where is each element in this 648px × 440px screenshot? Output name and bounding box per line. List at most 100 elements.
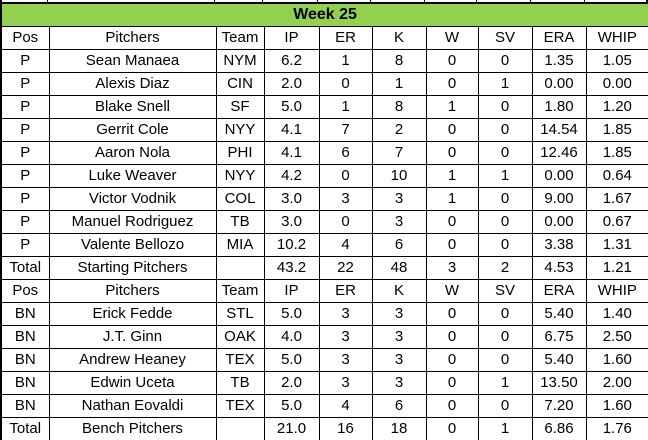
column-header-team[interactable]: Team	[215, 279, 265, 303]
cell-whip[interactable]: 1.67	[585, 187, 648, 211]
cell-er[interactable]: 1	[318, 95, 373, 119]
cell-whip[interactable]: 1.85	[585, 118, 648, 142]
cell-pos[interactable]: P	[0, 72, 50, 96]
cell-w[interactable]: 0	[425, 233, 479, 257]
cell-era[interactable]: 0.00	[531, 72, 587, 96]
cell-w[interactable]: 0	[425, 371, 479, 395]
cell-whip[interactable]: 0.64	[585, 164, 648, 188]
cell-er[interactable]: 7	[318, 118, 373, 142]
cell-pos[interactable]: BN	[0, 325, 50, 349]
total-cell-whip[interactable]: 1.76	[585, 417, 648, 440]
cell-era[interactable]: 0.00	[531, 164, 587, 188]
cell-sv[interactable]: 0	[477, 210, 533, 234]
cell-team[interactable]: SF	[215, 95, 265, 119]
cell-pitchers[interactable]: Alexis Diaz	[48, 72, 217, 96]
cell-w[interactable]: 1	[425, 164, 479, 188]
cell-pitchers[interactable]: Blake Snell	[48, 95, 217, 119]
cell-team[interactable]: TEX	[215, 394, 265, 418]
cell-sv[interactable]: 0	[477, 118, 533, 142]
cell-w[interactable]: 0	[425, 118, 479, 142]
total-cell-team[interactable]	[215, 256, 265, 280]
cell-ip[interactable]: 5.0	[263, 348, 320, 372]
cell-w[interactable]: 1	[425, 95, 479, 119]
cell-whip[interactable]: 1.60	[585, 394, 648, 418]
cell-er[interactable]: 3	[318, 302, 373, 326]
column-header-pos[interactable]: Pos	[0, 279, 50, 303]
cell-era[interactable]: 12.46	[531, 141, 587, 165]
cell-w[interactable]: 0	[425, 302, 479, 326]
cell-sv[interactable]: 0	[477, 325, 533, 349]
total-cell-era[interactable]: 4.53	[531, 256, 587, 280]
total-cell-era[interactable]: 6.86	[531, 417, 587, 440]
cell-ip[interactable]: 5.0	[263, 302, 320, 326]
cell-sv[interactable]: 0	[477, 187, 533, 211]
cell-w[interactable]: 0	[425, 348, 479, 372]
cell-era[interactable]: 1.80	[531, 95, 587, 119]
cell-k[interactable]: 3	[371, 348, 427, 372]
cell-whip[interactable]: 2.00	[585, 371, 648, 395]
cell-pitchers[interactable]: Sean Manaea	[48, 49, 217, 73]
cell-ip[interactable]: 4.2	[263, 164, 320, 188]
cell-w[interactable]: 0	[425, 210, 479, 234]
cell-er[interactable]: 4	[318, 394, 373, 418]
cell-whip[interactable]: 1.85	[585, 141, 648, 165]
cell-era[interactable]: 5.40	[531, 302, 587, 326]
cell-er[interactable]: 1	[318, 49, 373, 73]
cell-era[interactable]: 5.40	[531, 348, 587, 372]
cell-ip[interactable]: 4.1	[263, 141, 320, 165]
cell-pos[interactable]: P	[0, 164, 50, 188]
cell-team[interactable]: NYY	[215, 164, 265, 188]
cell-w[interactable]: 0	[425, 72, 479, 96]
cell-w[interactable]: 0	[425, 49, 479, 73]
column-header-team[interactable]: Team	[215, 26, 265, 50]
total-cell-k[interactable]: 48	[371, 256, 427, 280]
total-cell-ip[interactable]: 43.2	[263, 256, 320, 280]
cell-sv[interactable]: 0	[477, 95, 533, 119]
column-header-w[interactable]: W	[425, 279, 479, 303]
cell-er[interactable]: 6	[318, 141, 373, 165]
total-cell-pos[interactable]: Total	[0, 256, 50, 280]
cell-ip[interactable]: 10.2	[263, 233, 320, 257]
cell-sv[interactable]: 1	[477, 164, 533, 188]
cell-w[interactable]: 0	[425, 394, 479, 418]
cell-pos[interactable]: P	[0, 210, 50, 234]
week-title-cell[interactable]: Week 25	[0, 2, 648, 27]
cell-era[interactable]: 13.50	[531, 371, 587, 395]
column-header-pitchers[interactable]: Pitchers	[48, 279, 217, 303]
cell-team[interactable]: MIA	[215, 233, 265, 257]
column-header-pos[interactable]: Pos	[0, 26, 50, 50]
cell-ip[interactable]: 3.0	[263, 187, 320, 211]
total-cell-sv[interactable]: 2	[477, 256, 533, 280]
cell-era[interactable]: 3.38	[531, 233, 587, 257]
cell-ip[interactable]: 2.0	[263, 371, 320, 395]
column-header-ip[interactable]: IP	[263, 26, 320, 50]
column-header-er[interactable]: ER	[318, 279, 373, 303]
total-cell-er[interactable]: 22	[318, 256, 373, 280]
cell-team[interactable]: TB	[215, 210, 265, 234]
cell-pitchers[interactable]: Nathan Eovaldi	[48, 394, 217, 418]
column-header-k[interactable]: K	[371, 26, 427, 50]
cell-whip[interactable]: 1.60	[585, 348, 648, 372]
cell-pitchers[interactable]: Valente Bellozo	[48, 233, 217, 257]
cell-pos[interactable]: BN	[0, 302, 50, 326]
cell-pos[interactable]: BN	[0, 348, 50, 372]
cell-whip[interactable]: 1.31	[585, 233, 648, 257]
cell-whip[interactable]: 2.50	[585, 325, 648, 349]
cell-pitchers[interactable]: J.T. Ginn	[48, 325, 217, 349]
cell-team[interactable]: COL	[215, 187, 265, 211]
column-header-whip[interactable]: WHIP	[585, 26, 648, 50]
cell-k[interactable]: 3	[371, 187, 427, 211]
cell-er[interactable]: 3	[318, 187, 373, 211]
cell-pitchers[interactable]: Aaron Nola	[48, 141, 217, 165]
cell-er[interactable]: 3	[318, 348, 373, 372]
cell-er[interactable]: 0	[318, 72, 373, 96]
cell-sv[interactable]: 1	[477, 371, 533, 395]
total-cell-team[interactable]	[215, 417, 265, 440]
column-header-era[interactable]: ERA	[531, 279, 587, 303]
cell-k[interactable]: 10	[371, 164, 427, 188]
cell-ip[interactable]: 3.0	[263, 210, 320, 234]
cell-pitchers[interactable]: Manuel Rodriguez	[48, 210, 217, 234]
cell-team[interactable]: OAK	[215, 325, 265, 349]
cell-w[interactable]: 1	[425, 187, 479, 211]
cell-k[interactable]: 6	[371, 233, 427, 257]
